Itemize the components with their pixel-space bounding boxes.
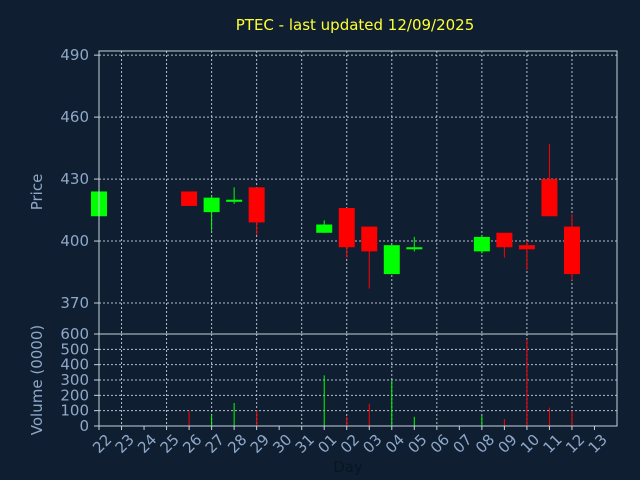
candle-body <box>248 187 265 223</box>
candle-body <box>181 191 198 206</box>
volume-tick-label: 300 <box>60 371 89 389</box>
price-panel-frame <box>98 50 618 335</box>
price-grid <box>99 51 617 334</box>
volume-tick-label: 600 <box>60 325 89 343</box>
candle-body <box>563 226 580 275</box>
volume-tick-label: 0 <box>79 417 89 435</box>
candle-body <box>226 199 243 202</box>
volume-tick-label: 400 <box>60 356 89 374</box>
candle-body <box>496 232 513 248</box>
price-tick-label: 490 <box>60 46 89 64</box>
volume-grid <box>99 334 617 426</box>
volume-bars <box>98 339 573 426</box>
x-tick-label: 13 <box>585 431 611 457</box>
candle-body <box>203 197 220 213</box>
candle-body <box>383 245 400 275</box>
price-axis-label: Price <box>28 174 46 211</box>
x-ticks: 2223242526272829303101020304050607080910… <box>89 426 611 457</box>
candle-body <box>361 226 378 252</box>
volume-tick-label: 500 <box>60 340 89 358</box>
price-y-ticks: 490 460 430 400 370 <box>60 46 99 312</box>
candle-body <box>473 236 490 252</box>
candle-body <box>338 207 355 248</box>
price-candles <box>91 143 580 289</box>
candle-body <box>541 179 558 217</box>
candle-body <box>518 245 535 250</box>
candle-body <box>406 247 423 250</box>
volume-tick-label: 200 <box>60 386 89 404</box>
price-tick-label: 400 <box>60 232 89 250</box>
volume-tick-label: 100 <box>60 402 89 420</box>
price-tick-label: 370 <box>60 294 89 312</box>
candle-body <box>316 224 333 233</box>
chart-title: PTEC - last updated 12/09/2025 <box>236 16 475 34</box>
x-axis-label: Day <box>333 458 363 476</box>
price-tick-label: 460 <box>60 108 89 126</box>
price-tick-label: 430 <box>60 170 89 188</box>
volume-axis-label: Volume (0000) <box>28 325 46 435</box>
